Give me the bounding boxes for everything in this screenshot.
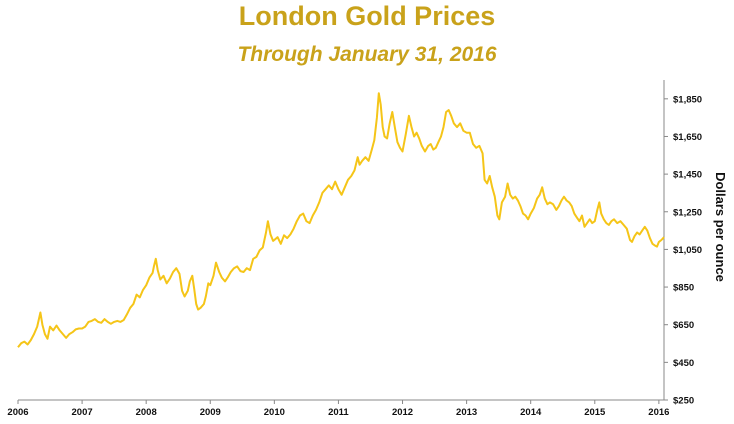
x-tick-label: 2015 [584, 407, 606, 418]
chart-subtitle: Through January 31, 2016 [237, 43, 497, 66]
y-tick-label: $1,650 [673, 132, 702, 143]
gold-price-line [17, 92, 665, 348]
y-tick-label: $1,050 [673, 245, 702, 256]
y-tick-label: $450 [673, 358, 694, 369]
x-tick-label: 2010 [264, 407, 285, 418]
x-tick-label: 2012 [392, 407, 413, 418]
y-tick-label: $1,250 [673, 207, 702, 218]
y-tick-label: $250 [673, 396, 694, 407]
y-tick-label: $650 [673, 320, 694, 331]
x-tick-label: 2013 [456, 407, 477, 418]
chart-title: London Gold Prices [238, 1, 496, 31]
axes: 2006 2007 2008 2009 2010 2011 2012 2013 2014 2015… [7, 80, 702, 418]
x-tick-label: 2014 [520, 407, 542, 418]
x-tick-label: 2006 [7, 407, 28, 418]
x-tick-label: 2008 [136, 407, 157, 418]
series-layer [17, 92, 665, 348]
x-tick-label: 2009 [200, 407, 221, 418]
y-tick-label: $1,450 [673, 170, 702, 181]
x-tick-label: 2016 [648, 407, 669, 418]
x-tick-label: 2007 [72, 407, 93, 418]
y-tick-label: $1,850 [673, 94, 702, 105]
x-tick-label: 2011 [328, 407, 349, 418]
y-tick-label: $850 [673, 283, 694, 294]
